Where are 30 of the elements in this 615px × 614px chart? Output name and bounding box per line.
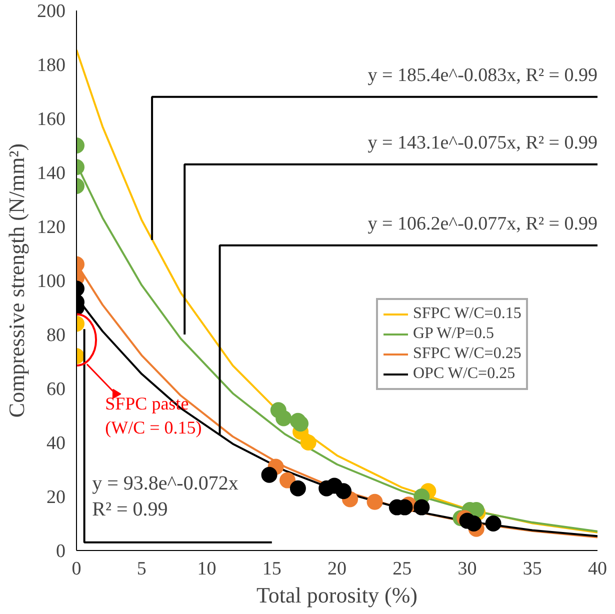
x-tick-label: 35 (522, 558, 542, 580)
annotation: y = 185.4e^-0.083x, R² = 0.99 (368, 64, 598, 86)
x-tick-label: 20 (328, 558, 346, 580)
x-tick-label: 40 (588, 558, 607, 580)
annotation: y = 106.2e^-0.077x, R² = 0.99 (368, 213, 598, 234)
y-tick-label: 0 (56, 541, 66, 562)
x-tick-label: 25 (392, 558, 412, 580)
x-tick-label: 0 (72, 558, 82, 580)
y-axis-title: Compressive strength (N/mm²) (4, 143, 29, 418)
annotation: y = 93.8e^-0.072x R² = 0.99 (92, 472, 238, 521)
legend-label: GP W/P=0.5 (413, 325, 494, 343)
legend-label: SFPC W/C=0.25 (413, 345, 522, 363)
y-tick-label: 80 (46, 325, 66, 346)
y-tick-label: 100 (37, 271, 66, 292)
annotation: y = 143.1e^-0.075x, R² = 0.99 (368, 132, 598, 154)
y-tick-label: 180 (37, 55, 66, 76)
legend-label: OPC W/C=0.25 (413, 365, 516, 383)
y-tick-label: 20 (46, 487, 66, 508)
x-tick-label: 15 (262, 558, 282, 580)
x-tick-label: 30 (458, 558, 477, 580)
x-tick-label: 5 (136, 558, 146, 580)
y-tick-label: 200 (37, 1, 66, 22)
y-tick-label: 160 (37, 109, 66, 130)
legend-label: SFPC W/C=0.15 (413, 305, 522, 323)
x-tick-label: 10 (197, 558, 216, 580)
y-tick-label: 120 (37, 217, 66, 238)
y-tick-label: 40 (46, 433, 66, 454)
y-tick-label: 60 (46, 379, 66, 400)
x-axis-title: Total porosity (%) (256, 582, 418, 608)
y-tick-label: 140 (37, 163, 66, 184)
